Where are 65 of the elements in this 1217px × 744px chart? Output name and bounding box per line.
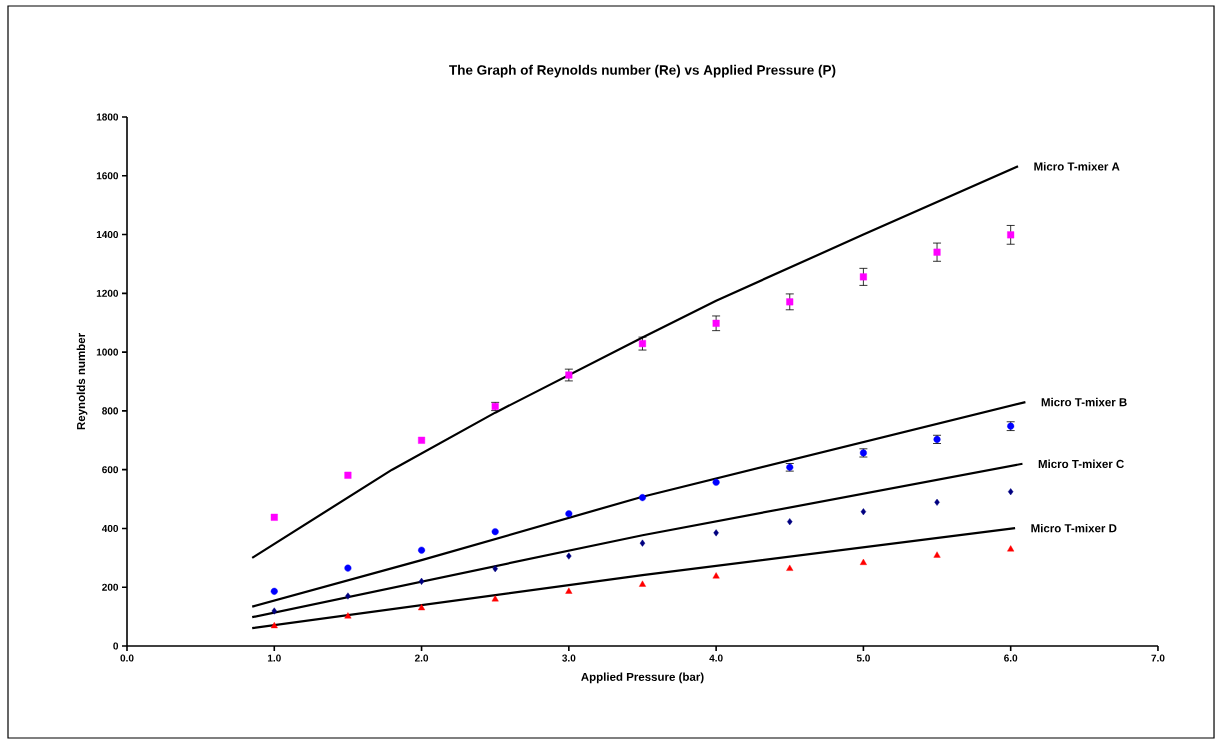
y-tick-label: 1400 [96, 231, 119, 239]
point [270, 513, 278, 521]
series-label: Micro T-mixer B [1041, 397, 1127, 407]
y-tick-label: 0 [113, 642, 119, 650]
x-tick-label: 7.0 [1151, 654, 1165, 662]
point [491, 595, 499, 602]
point [344, 564, 352, 572]
point [418, 604, 426, 611]
point [859, 558, 867, 565]
point [638, 580, 646, 587]
point [565, 587, 573, 594]
series-label: Micro T-mixer C [1038, 459, 1124, 469]
x-tick-label: 1.0 [267, 654, 281, 662]
point [786, 298, 794, 306]
point [638, 494, 646, 502]
x-tick-label: 4.0 [709, 654, 723, 662]
point [344, 612, 352, 619]
point [418, 577, 425, 585]
y-tick-label: 600 [102, 466, 119, 474]
point [787, 518, 793, 526]
point [639, 539, 646, 547]
x-tick-label: 0.0 [120, 654, 134, 662]
point [492, 565, 498, 573]
point [1007, 231, 1015, 239]
y-tick-label: 400 [101, 524, 119, 532]
point [345, 592, 351, 600]
y-tick-label: 1200 [96, 289, 119, 297]
y-axis-title: Reynolds number [76, 333, 88, 430]
series-label: Micro T-mixer A [1034, 162, 1120, 171]
point [271, 607, 277, 615]
point [860, 508, 867, 516]
y-tick-label: 200 [102, 583, 119, 591]
point [491, 528, 499, 536]
point [270, 622, 278, 629]
chart-title: The Graph of Reynolds number (Re) vs Applied Pressure (P) [449, 64, 836, 78]
y-tick-label: 800 [102, 407, 119, 415]
point [712, 319, 720, 327]
point [713, 529, 719, 537]
y-tick-label: 1000 [96, 348, 119, 356]
point [638, 340, 646, 348]
line-series [251, 400, 1027, 608]
x-tick-label: 2.0 [414, 654, 429, 662]
y-tick-label: 1600 [96, 172, 119, 180]
point [786, 564, 794, 571]
point [418, 546, 426, 554]
point [712, 478, 720, 486]
point [270, 587, 278, 595]
x-tick-label: 3.0 [562, 654, 576, 662]
point [1008, 488, 1014, 496]
point [934, 498, 940, 506]
series-label: Micro T-mixer D [1031, 523, 1117, 533]
y-tick-label: 1800 [96, 113, 119, 121]
point [712, 572, 720, 579]
point [566, 552, 572, 560]
point [418, 436, 426, 444]
x-tick-label: 6.0 [1004, 654, 1018, 662]
point [1007, 545, 1015, 552]
x-tick-label: 5.0 [856, 654, 870, 662]
point [565, 510, 573, 518]
line-series [251, 165, 1020, 559]
x-axis-title: Applied Pressure (bar) [581, 672, 704, 684]
point [933, 551, 941, 558]
point [859, 273, 867, 281]
point [344, 471, 352, 479]
point [933, 248, 941, 256]
